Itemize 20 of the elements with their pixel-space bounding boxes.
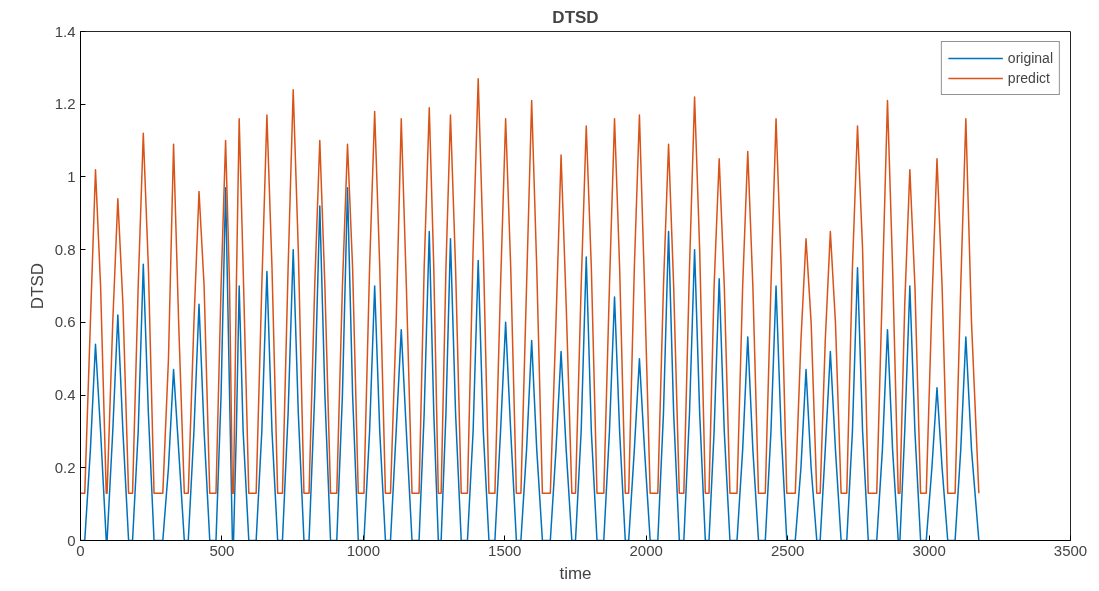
legend-label: predict — [1007, 70, 1050, 86]
x-axis-title: time — [559, 563, 592, 583]
chart-title: DTSD — [552, 7, 599, 27]
x-tick-label: 2000 — [629, 541, 663, 559]
x-tick-label: 500 — [209, 541, 235, 559]
y-tick-label: 1.2 — [54, 95, 76, 113]
line-series — [80, 78, 980, 494]
x-tick-label: 2500 — [770, 541, 805, 559]
x-tick-label: 3000 — [912, 541, 946, 559]
y-tick-label: 1 — [67, 167, 76, 185]
y-tick-label: 0.4 — [54, 386, 76, 404]
y-axis-title: DTSD — [27, 262, 47, 310]
y-tick-label: 1.4 — [54, 22, 76, 40]
x-tick-label: 1500 — [488, 541, 522, 559]
legend-label: original — [1007, 50, 1053, 66]
y-tick-label: 0.2 — [54, 458, 76, 476]
y-tick-label: 0.6 — [54, 313, 76, 331]
x-tick-label: 3500 — [1053, 541, 1088, 559]
x-tick-label: 1000 — [346, 541, 381, 559]
y-tick-label: 0.8 — [54, 240, 76, 258]
